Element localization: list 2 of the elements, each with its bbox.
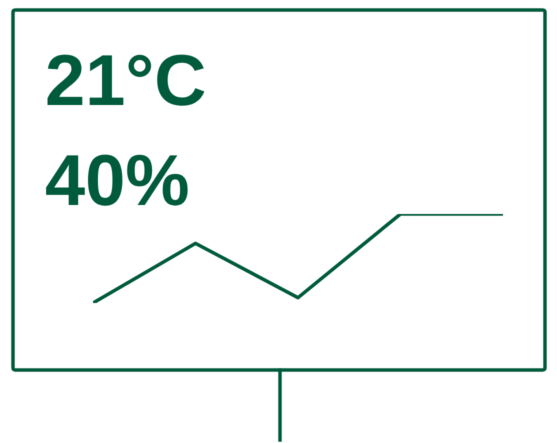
text: 21°C <box>48 54 204 106</box>
text: 40% <box>46 154 188 206</box>
